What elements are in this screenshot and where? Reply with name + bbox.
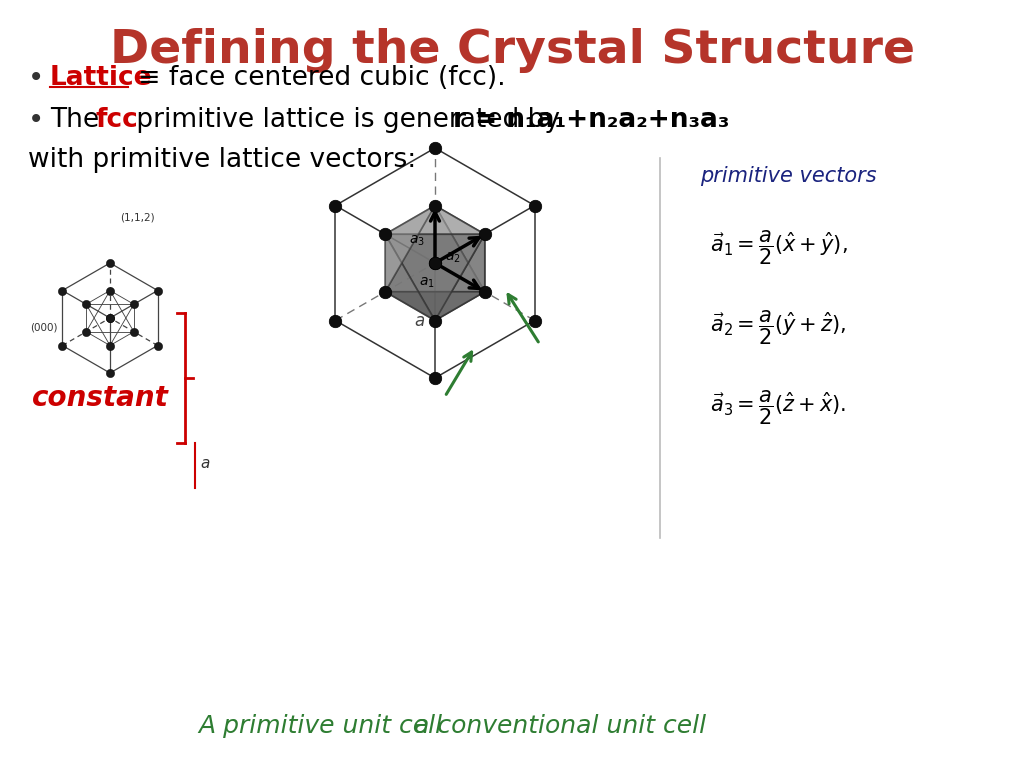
Polygon shape: [385, 206, 435, 292]
Text: $a$: $a$: [200, 456, 210, 471]
Text: $\vec{a}_3 = \dfrac{a}{2}(\hat{z} + \hat{x}).$: $\vec{a}_3 = \dfrac{a}{2}(\hat{z} + \hat…: [710, 389, 846, 427]
Text: Defining the Crystal Structure: Defining the Crystal Structure: [110, 28, 914, 73]
Text: Lattice: Lattice: [50, 65, 153, 91]
Text: primitive vectors: primitive vectors: [700, 166, 877, 186]
Text: constant: constant: [32, 384, 168, 412]
Text: fcc: fcc: [95, 107, 138, 133]
Polygon shape: [435, 234, 484, 320]
Text: a conventional unit cell: a conventional unit cell: [414, 714, 707, 738]
Text: $\vec{a}_1 = \dfrac{a}{2}(\hat{x} + \hat{y}),$: $\vec{a}_1 = \dfrac{a}{2}(\hat{x} + \hat…: [710, 229, 848, 267]
Text: •: •: [28, 106, 44, 134]
Text: $a_1$: $a_1$: [419, 276, 435, 290]
Text: •: •: [28, 64, 44, 92]
Text: $a_3$: $a_3$: [409, 233, 425, 248]
Text: primitive lattice is generated by: primitive lattice is generated by: [128, 107, 568, 133]
Text: $a$: $a$: [415, 312, 426, 329]
Polygon shape: [385, 234, 435, 320]
Text: ≡ face centered cubic (fcc).: ≡ face centered cubic (fcc).: [130, 65, 506, 91]
Polygon shape: [385, 206, 484, 234]
Text: $\vec{a}_2 = \dfrac{a}{2}(\hat{y} + \hat{z}),$: $\vec{a}_2 = \dfrac{a}{2}(\hat{y} + \hat…: [710, 309, 846, 347]
Text: $a_2$: $a_2$: [445, 251, 461, 265]
Text: r = n₁a₁+n₂a₂+n₃a₃: r = n₁a₁+n₂a₂+n₃a₃: [453, 107, 729, 133]
Text: The: The: [50, 107, 108, 133]
Polygon shape: [385, 292, 484, 320]
Polygon shape: [435, 206, 484, 292]
Text: A primitive unit cell: A primitive unit cell: [198, 714, 442, 738]
Text: (1,1,2): (1,1,2): [120, 213, 155, 223]
Polygon shape: [385, 206, 484, 292]
Text: with primitive lattice vectors:: with primitive lattice vectors:: [28, 147, 416, 173]
Text: (000): (000): [30, 323, 57, 333]
Polygon shape: [385, 234, 484, 320]
